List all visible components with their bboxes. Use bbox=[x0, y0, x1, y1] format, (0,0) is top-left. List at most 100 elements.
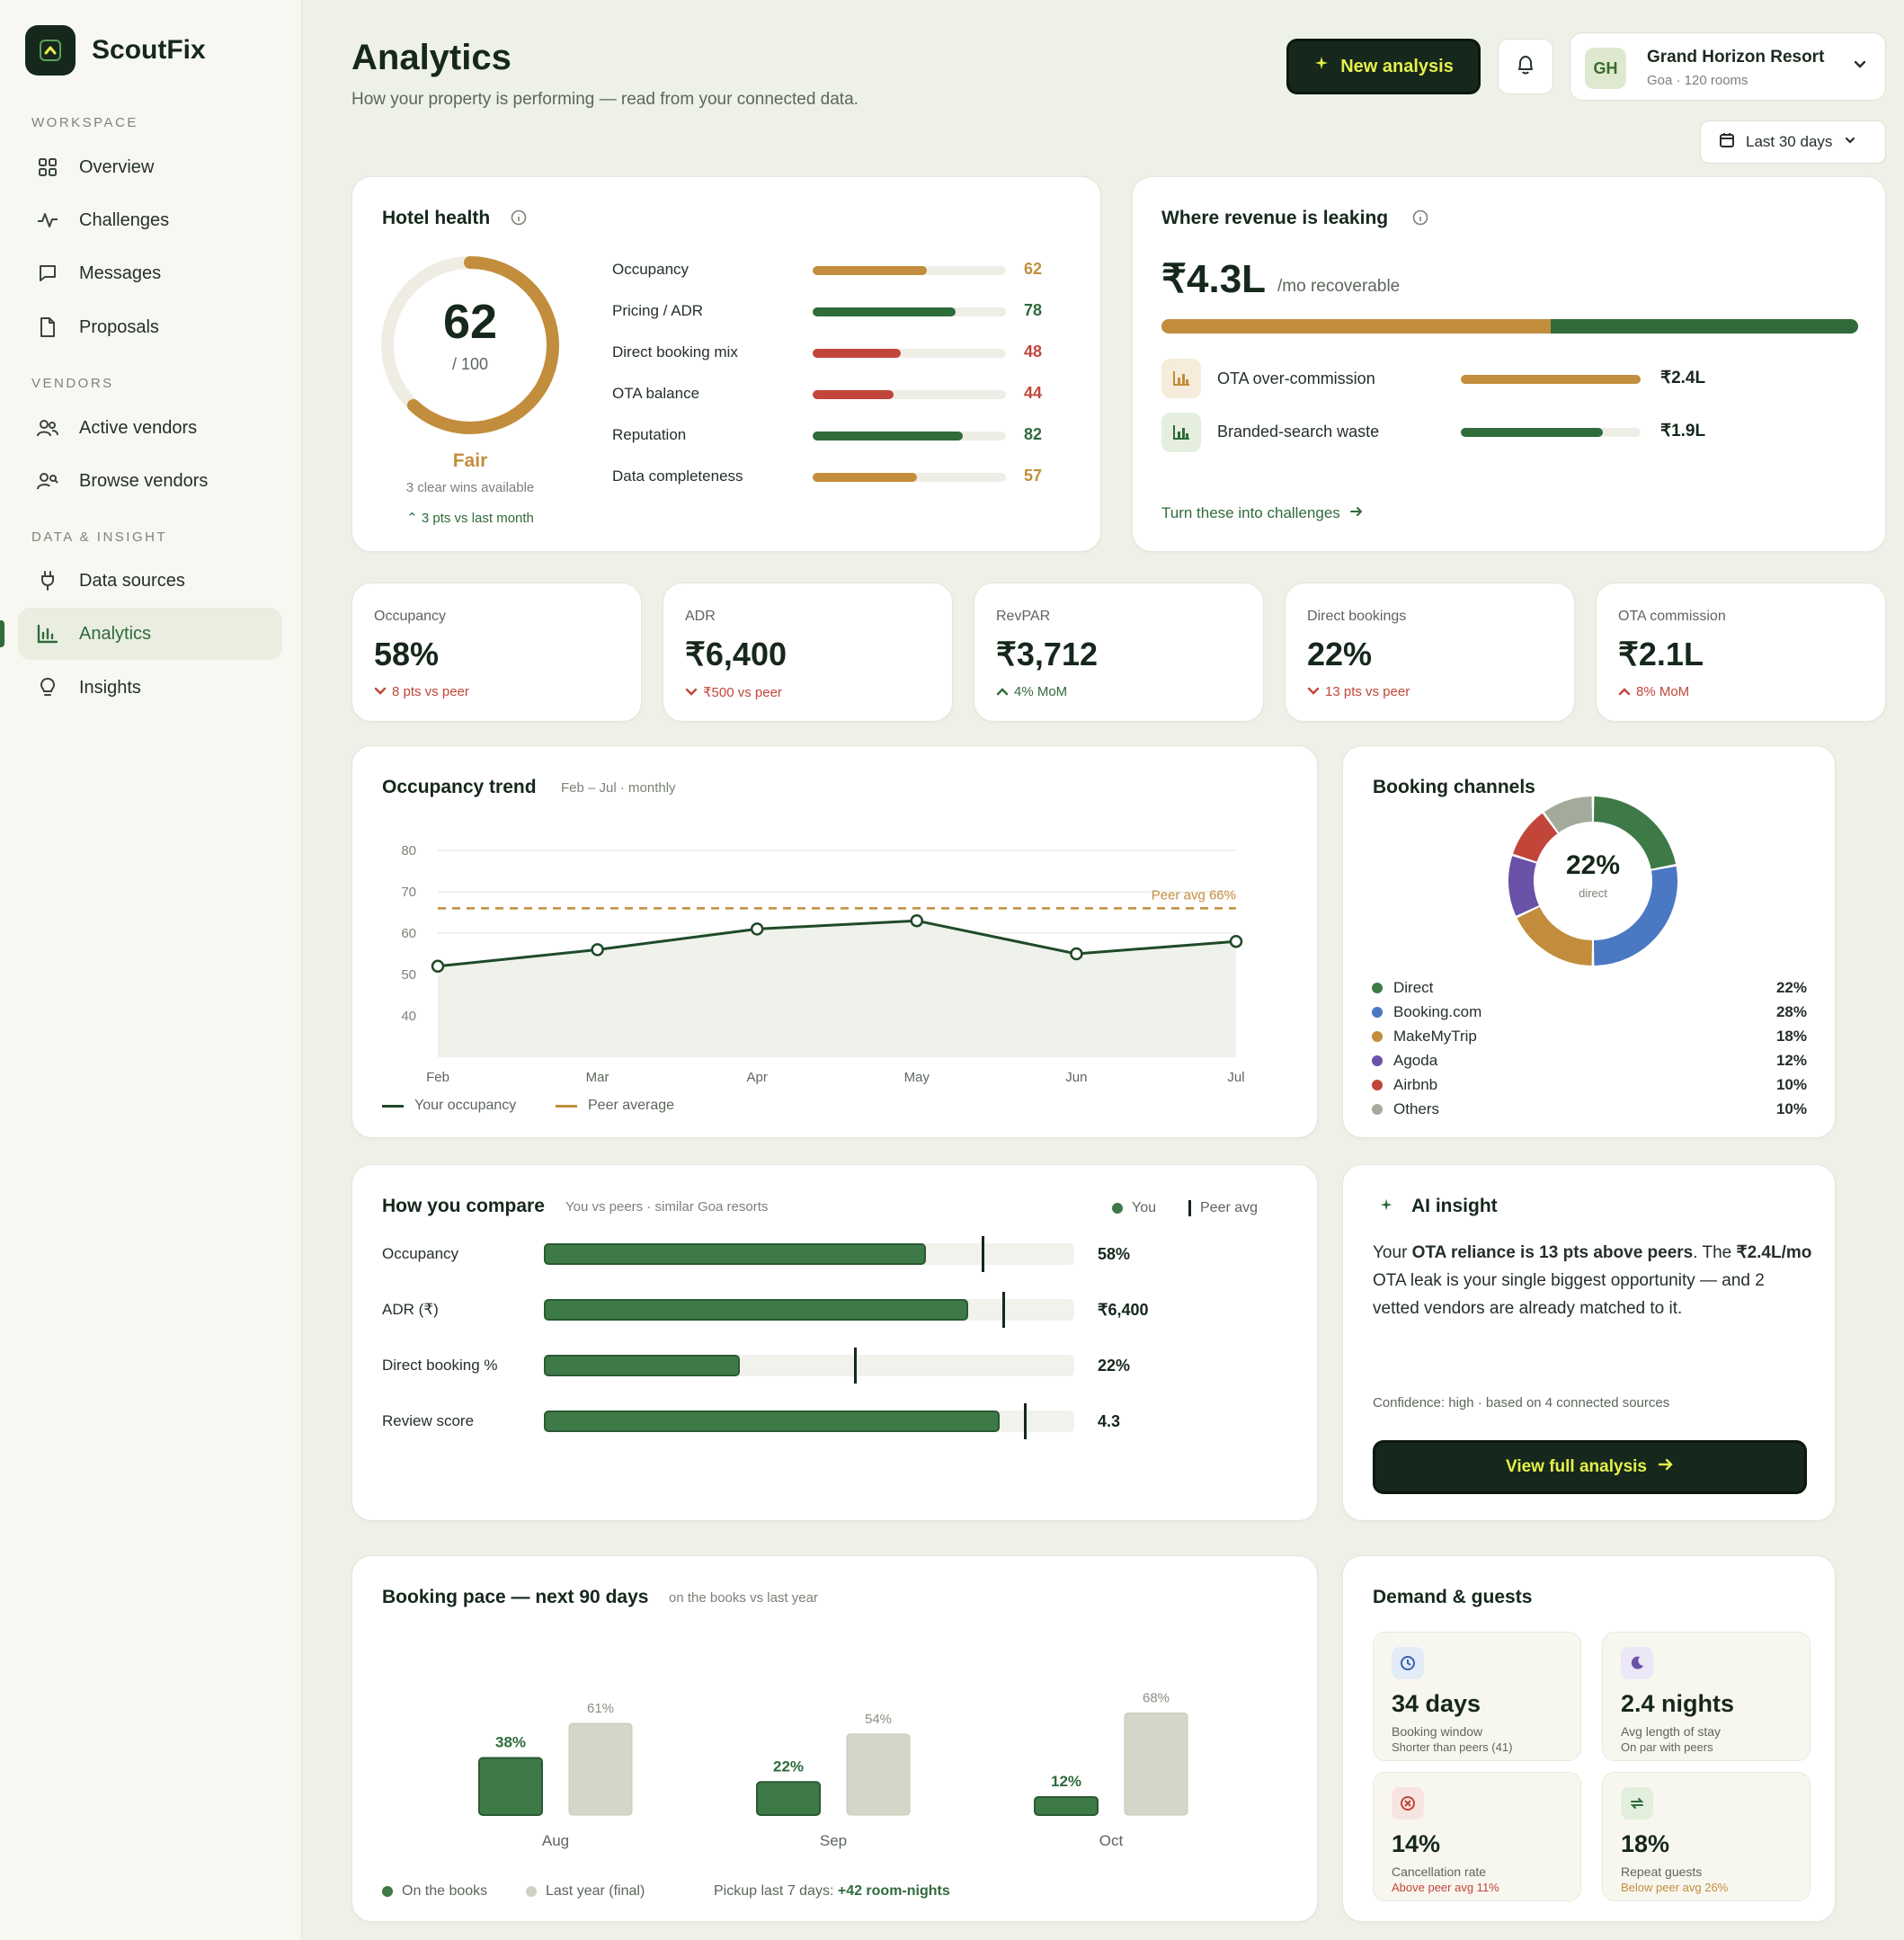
pace-bar-last-year[interactable] bbox=[1124, 1712, 1188, 1816]
sidebar-item-challenges[interactable]: Challenges bbox=[18, 194, 282, 246]
health-wins: 3 clear wins available bbox=[405, 480, 535, 495]
chevron-down-icon bbox=[1851, 55, 1869, 77]
kpi-delta: 4% MoM bbox=[996, 684, 1067, 699]
new-analysis-button[interactable]: New analysis bbox=[1286, 39, 1481, 94]
kpi-delta-text: 13 pts vs peer bbox=[1325, 684, 1410, 699]
compare-label: Direct booking % bbox=[382, 1357, 498, 1374]
channel-name: Agoda bbox=[1393, 1052, 1438, 1069]
donut-slice[interactable] bbox=[1593, 796, 1677, 870]
ai-text-emphasis: OTA reliance is 13 pts above peers bbox=[1411, 1243, 1694, 1262]
channel-name: Airbnb bbox=[1393, 1076, 1438, 1093]
sidebar-item-proposals[interactable]: Proposals bbox=[18, 301, 282, 353]
occupancy-line-chart: 80 70 60 50 40 Peer avg 66% Feb Mar Apr May Jun Jul bbox=[401, 843, 1244, 1085]
leak-amount-sub: /mo recoverable bbox=[1277, 277, 1401, 296]
occupancy-area bbox=[438, 921, 1236, 1057]
bar-chart-icon bbox=[1161, 359, 1201, 398]
date-range-select[interactable]: Last 30 days bbox=[1700, 120, 1886, 164]
data-point[interactable] bbox=[431, 959, 445, 974]
donut-slice[interactable] bbox=[1517, 906, 1593, 966]
legend-label: Peer avg bbox=[1200, 1200, 1259, 1215]
sidebar-item-overview[interactable]: Overview bbox=[18, 141, 282, 193]
channel-legend-row: Airbnb 10% bbox=[1372, 1076, 1807, 1094]
lightbulb-icon bbox=[36, 676, 59, 699]
health-metric-value: 62 bbox=[1024, 260, 1043, 278]
demand-tile: 14% Cancellation rate Above peer avg 11% bbox=[1373, 1772, 1581, 1901]
view-full-analysis-button[interactable]: View full analysis bbox=[1373, 1440, 1807, 1494]
pace-bar-last-year[interactable] bbox=[846, 1733, 911, 1816]
health-score: 62 bbox=[442, 295, 498, 349]
donut-slice[interactable] bbox=[1508, 856, 1540, 916]
sidebar-item-data-sources[interactable]: Data sources bbox=[18, 555, 282, 607]
kpi-label: Occupancy bbox=[374, 609, 447, 624]
page-title: Analytics bbox=[351, 38, 512, 77]
x-tick-label: May bbox=[904, 1070, 930, 1085]
ai-text-part: OTA leak is your single biggest opportun… bbox=[1373, 1271, 1765, 1318]
channel-legend-row: MakeMyTrip 18% bbox=[1372, 1028, 1807, 1046]
leak-item-value: ₹2.4L bbox=[1660, 369, 1706, 387]
data-point[interactable] bbox=[1070, 947, 1083, 961]
health-metric-fill bbox=[813, 266, 927, 275]
sidebar-item-active-vendors[interactable]: Active vendors bbox=[18, 402, 282, 454]
ai-text-part: Your bbox=[1373, 1243, 1412, 1262]
cancel-icon bbox=[1392, 1787, 1424, 1820]
compare-peer-marker bbox=[1023, 1403, 1027, 1439]
data-point[interactable] bbox=[591, 943, 604, 957]
compare-value: 58% bbox=[1098, 1245, 1131, 1263]
channels-donut bbox=[1508, 796, 1677, 966]
leak-segment-ota bbox=[1161, 319, 1551, 334]
pickup-summary: Pickup last 7 days: +42 room-nights bbox=[714, 1883, 950, 1900]
legend-your-occupancy: Your occupancy bbox=[382, 1098, 516, 1114]
notifications-button[interactable] bbox=[1498, 39, 1553, 94]
legend-label: Your occupancy bbox=[414, 1098, 517, 1113]
legend-label: On the books bbox=[402, 1883, 488, 1899]
legend-swatch bbox=[382, 1104, 404, 1108]
health-score-max: / 100 bbox=[451, 355, 489, 373]
channel-percent: 22% bbox=[1775, 979, 1807, 996]
data-point[interactable] bbox=[1229, 934, 1243, 948]
chevron-up-icon bbox=[1618, 684, 1631, 699]
pace-bar-on-books[interactable] bbox=[478, 1757, 543, 1816]
compare-value: 4.3 bbox=[1098, 1412, 1121, 1430]
demand-comparison: Above peer avg 11% bbox=[1392, 1881, 1499, 1894]
pulse-icon bbox=[36, 209, 59, 232]
pace-bar-on-books[interactable] bbox=[756, 1781, 821, 1816]
compare-you-bar bbox=[544, 1411, 1001, 1432]
donut-slice[interactable] bbox=[1544, 796, 1593, 833]
donut-slice[interactable] bbox=[1513, 813, 1558, 863]
y-tick-label: 60 bbox=[401, 926, 416, 941]
pace-bar-on-books[interactable] bbox=[1034, 1795, 1099, 1816]
data-point[interactable] bbox=[750, 922, 764, 936]
donut-slice[interactable] bbox=[1593, 866, 1677, 966]
ai-text-part: . The bbox=[1693, 1243, 1737, 1262]
booking-pace-chart: 38% 61% Aug 22% 54% Sep 12% 68% Oct bbox=[478, 1690, 1188, 1849]
sidebar-item-browse-vendors[interactable]: Browse vendors bbox=[18, 455, 282, 507]
card-title: Booking pace — next 90 days bbox=[382, 1587, 649, 1607]
pace-bar-last-year[interactable] bbox=[568, 1722, 633, 1816]
clock-icon bbox=[1392, 1647, 1424, 1679]
sidebar-item-insights[interactable]: Insights bbox=[18, 662, 282, 714]
turn-into-challenges-link[interactable]: Turn these into challenges bbox=[1161, 504, 1364, 522]
pace-label-on-books: 12% bbox=[1051, 1773, 1081, 1790]
sidebar-item-messages[interactable]: Messages bbox=[18, 247, 282, 299]
kpi-label: OTA commission bbox=[1618, 609, 1726, 624]
sidebar-item-label: Data sources bbox=[79, 570, 185, 591]
property-switcher[interactable]: GH Grand Horizon Resort Goa · 120 rooms bbox=[1570, 32, 1886, 101]
compare-card: How you compare You vs peers · similar G… bbox=[351, 1164, 1318, 1521]
data-point[interactable] bbox=[910, 913, 924, 928]
ai-text-emphasis: ₹2.4L/mo bbox=[1736, 1243, 1812, 1262]
leak-segment-branded bbox=[1550, 319, 1858, 334]
kpi-delta-text: 8% MoM bbox=[1636, 684, 1690, 699]
kpi-delta-text: 8 pts vs peer bbox=[392, 684, 469, 699]
app-logo[interactable]: ScoutFix bbox=[25, 25, 206, 76]
legend-dot bbox=[1372, 1104, 1383, 1115]
demand-comparison: On par with peers bbox=[1621, 1740, 1713, 1754]
y-tick-label: 80 bbox=[401, 843, 416, 859]
nav-section-vendors: VENDORS bbox=[31, 376, 114, 391]
legend-dot bbox=[1372, 1007, 1383, 1018]
sidebar-item-analytics[interactable]: Analytics bbox=[18, 608, 282, 660]
info-icon[interactable] bbox=[1412, 209, 1428, 230]
info-icon[interactable] bbox=[511, 209, 527, 230]
pickup-label: Pickup last 7 days: bbox=[714, 1883, 838, 1899]
grid-icon bbox=[36, 156, 59, 179]
compare-label: Occupancy bbox=[382, 1245, 459, 1262]
